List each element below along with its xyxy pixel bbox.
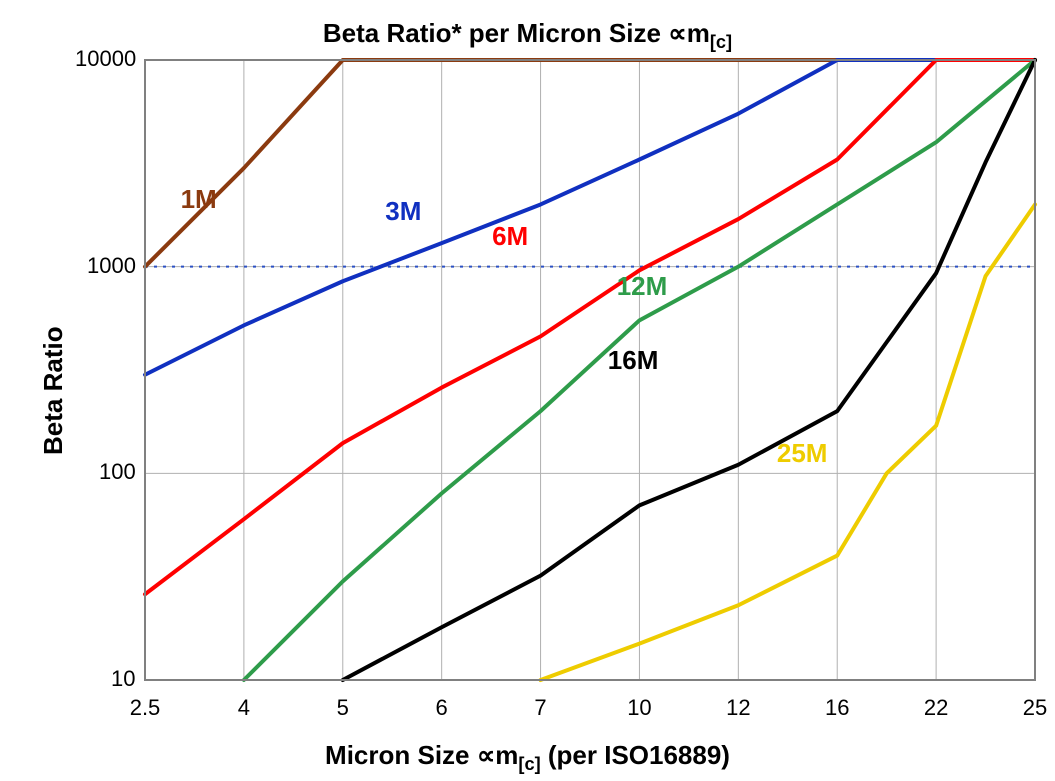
y-tick: 1000 <box>87 253 136 279</box>
series-label-25M: 25M <box>777 438 828 469</box>
x-tick: 7 <box>521 695 561 721</box>
series-label-12M: 12M <box>617 271 668 302</box>
x-tick: 5 <box>323 695 363 721</box>
series-label-16M: 16M <box>608 345 659 376</box>
x-tick: 10 <box>619 695 659 721</box>
series-label-6M: 6M <box>492 221 528 252</box>
x-tick: 6 <box>422 695 462 721</box>
series-label-3M: 3M <box>385 196 421 227</box>
x-tick: 22 <box>916 695 956 721</box>
y-tick: 100 <box>99 459 136 485</box>
chart-plot <box>0 0 1055 781</box>
x-tick: 4 <box>224 695 264 721</box>
series-label-1M: 1M <box>181 184 217 215</box>
x-tick: 16 <box>817 695 857 721</box>
x-tick: 25 <box>1015 695 1055 721</box>
x-tick: 2.5 <box>125 695 165 721</box>
x-tick: 12 <box>718 695 758 721</box>
y-tick: 10 <box>111 666 135 692</box>
y-tick: 10000 <box>75 46 136 72</box>
